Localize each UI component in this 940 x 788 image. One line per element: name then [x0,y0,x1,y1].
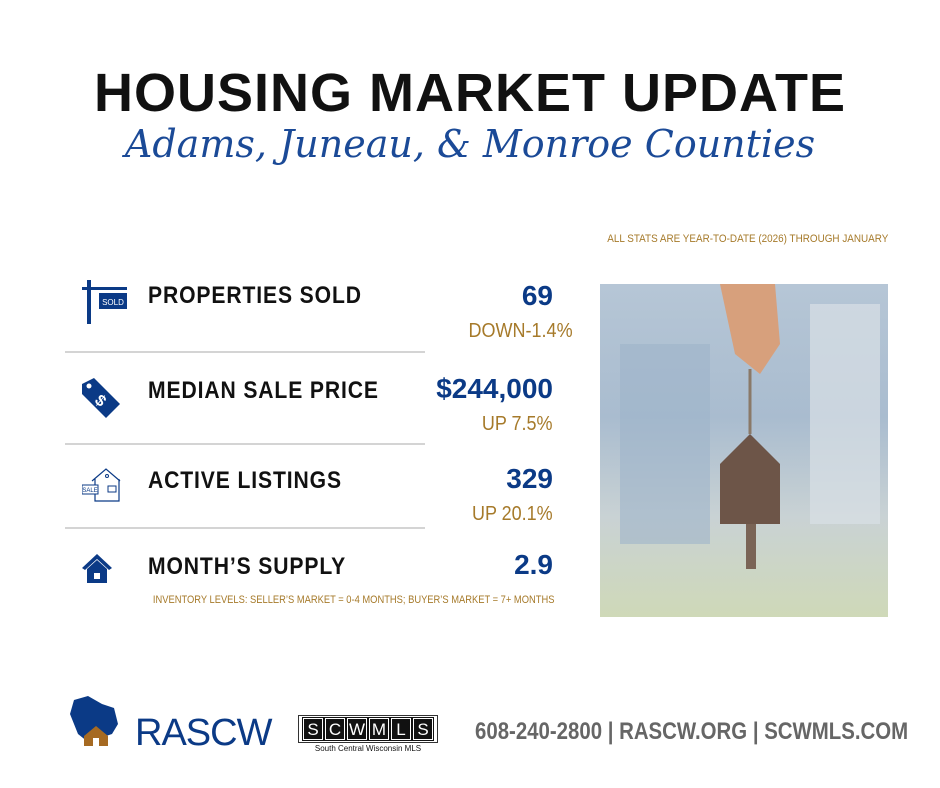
rascw-wisconsin-logo [70,696,118,746]
page-subtitle: Adams, Juneau, & Monroe Counties [124,122,816,166]
svg-text:SOLD: SOLD [102,298,124,307]
scwmls-logo: S C W M L S South Central Wisconsin MLS [298,715,438,755]
supply-note: INVENTORY LEVELS: SELLER’S MARKET = 0-4 … [152,594,554,606]
logo-letter: M [368,717,390,741]
scwmls-subtitle: South Central Wisconsin MLS [314,744,422,753]
svg-text:SALE: SALE [82,488,97,494]
logo-letter: W [346,717,368,741]
logo-letter: S [412,717,434,741]
divider [65,351,425,353]
rascw-logo-text: RASCW [135,712,272,754]
stat-label-months-supply: MONTH’S SUPPLY [148,553,347,580]
divider [65,443,425,445]
stat-change-properties-sold: DOWN-1.4% [468,320,573,342]
divider [65,527,425,529]
logo-letter: S [302,717,324,741]
stat-label-active-listings: ACTIVE LISTINGS [148,467,342,494]
logo-letter: L [390,717,412,741]
stat-value-median-sale-price: $244,000 [436,373,553,404]
hand-holding-house-key-photo [600,284,888,617]
stat-value-active-listings: 329 [506,463,553,494]
stat-value-properties-sold: 69 [521,280,553,311]
page-title: HOUSING MARKET UPDATE [93,63,846,123]
stat-label-median-sale-price: MEDIAN SALE PRICE [148,377,379,404]
price-tag-icon: $ [82,378,120,418]
ytd-note: ALL STATS ARE YEAR-TO-DATE (2026) THROUG… [606,233,888,245]
stat-change-active-listings: UP 20.1% [472,503,553,525]
sold-sign-icon: SOLD [82,280,127,324]
stat-change-median-sale-price: UP 7.5% [482,413,553,435]
house-for-sale-icon: SALE [82,468,121,502]
stat-label-properties-sold: PROPERTIES SOLD [148,282,362,309]
footer-contact: 608-240-2800 | RASCW.ORG | SCWMLS.COM [475,718,909,745]
logo-letter: C [324,717,346,741]
stat-value-months-supply: 2.9 [514,549,553,580]
home-icon [82,554,112,583]
